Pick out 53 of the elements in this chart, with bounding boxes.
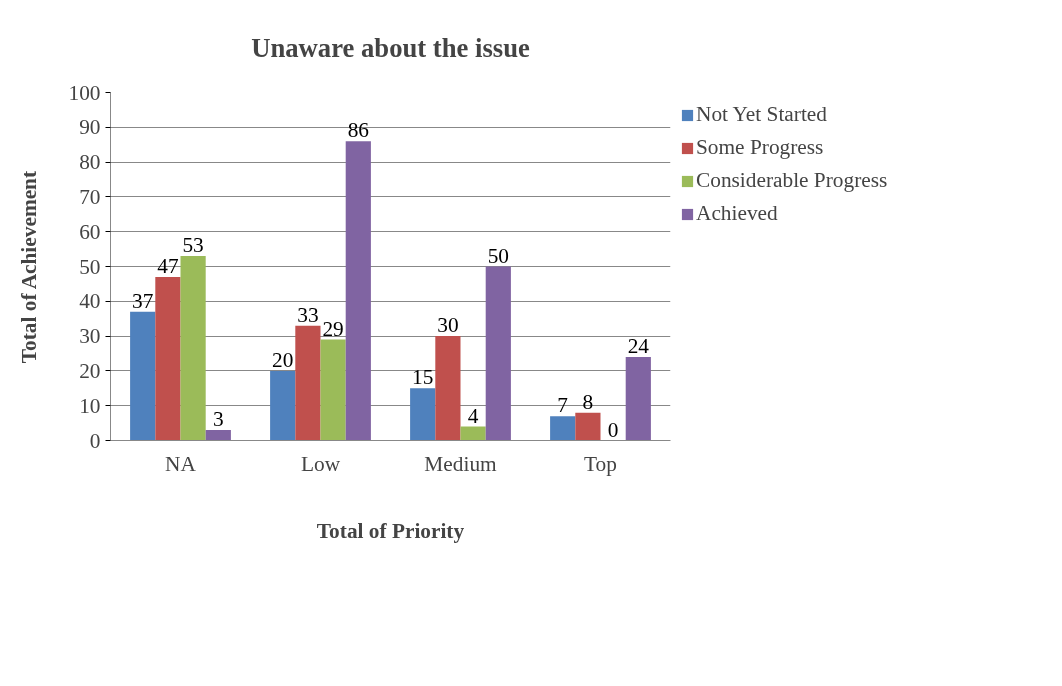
y-tick-label: 90 [79,115,101,140]
bar [205,430,231,441]
bar [295,325,321,441]
chart-title: Unaware about the issue [251,32,531,63]
bar [575,412,601,441]
x-tick-label: Low [300,451,341,476]
bar [270,370,296,441]
data-label: 37 [132,288,154,313]
x-tick-label: NA [165,451,197,476]
data-label: 8 [582,389,594,414]
data-label: 30 [437,313,459,338]
legend-label: Considerable Progress [696,168,888,193]
data-label: 3 [212,407,224,432]
bar [460,426,486,441]
bar [155,276,181,441]
y-axis-title: Total of Achievement [16,170,41,364]
y-tick-label: 40 [79,289,101,314]
bar [550,416,576,441]
data-label: 53 [182,233,204,258]
data-label: 7 [557,393,569,418]
y-tick-label: 30 [79,324,101,349]
y-tick-label: 0 [89,428,101,453]
bar [410,388,436,441]
bar [345,141,371,441]
legend-label: Achieved [696,201,778,226]
data-label: 15 [412,365,434,390]
data-label: 24 [627,333,650,358]
x-axis-title: Total of Priority [316,518,465,543]
data-label: 86 [347,118,370,143]
data-label: 20 [272,347,294,372]
y-tick-label: 10 [79,393,101,418]
legend-label: Not Yet Started [696,102,827,127]
y-tick-label: 100 [68,80,101,105]
x-tick-label: Medium [424,451,498,476]
y-tick-label: 60 [79,219,101,244]
y-tick-label: 20 [79,358,101,383]
y-tick-label: 50 [79,254,101,279]
bar [180,256,206,441]
data-label: 4 [467,403,479,428]
bar [130,311,156,441]
data-label: 50 [487,243,509,268]
y-tick-label: 80 [79,150,101,175]
y-tick-label: 70 [79,184,101,209]
bar [320,339,346,441]
data-label: 47 [157,253,179,278]
bar [625,356,651,441]
data-label: 0 [607,417,619,442]
bar [435,336,461,441]
data-label: 29 [322,316,344,341]
data-label: 33 [297,302,319,327]
bar [485,266,511,441]
x-tick-label: Top [584,451,617,476]
legend-label: Some Progress [696,135,824,160]
